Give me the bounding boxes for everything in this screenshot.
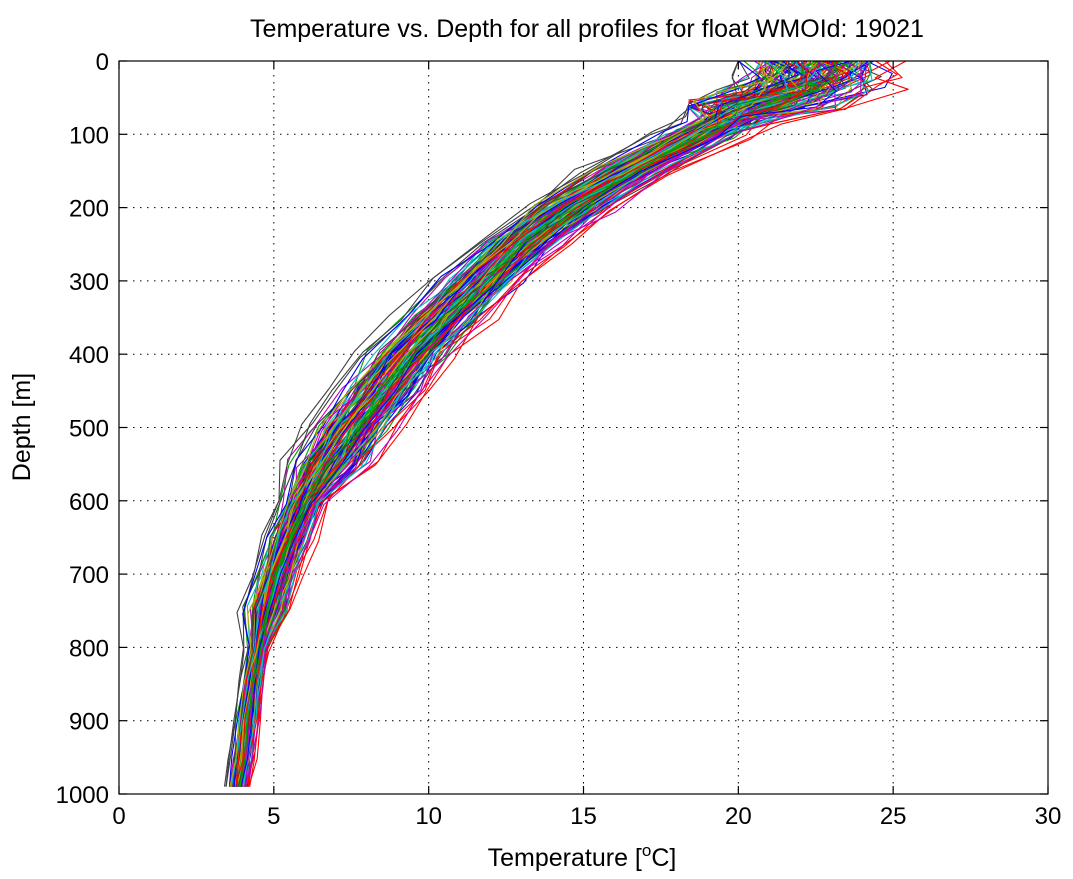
profile-line [229,60,772,787]
profile-line [241,60,851,787]
x-tick-label: 20 [725,803,752,830]
profile-line [225,60,750,787]
y-tick-label: 600 [69,489,109,516]
profile-line [234,60,797,787]
y-tick-label: 900 [69,709,109,736]
profile-line [243,60,870,787]
profile-line [244,60,864,787]
x-tick-label: 0 [112,803,125,830]
profile-line [234,60,800,787]
profile-line [232,60,775,787]
profile-line [236,60,807,787]
y-tick-label: 200 [69,196,109,223]
chart-title: Temperature vs. Depth for all profiles f… [250,15,924,43]
profile-line [231,60,812,787]
profile-line [240,60,851,787]
profile-line [223,60,739,787]
profile-line [235,60,833,787]
profile-line [233,60,799,787]
profile-line [238,60,832,787]
profile-line [248,60,909,787]
profile-line [244,60,862,787]
y-tick-label: 300 [69,269,109,296]
y-tick-label: 800 [69,635,109,662]
x-tick-label: 10 [415,803,442,830]
profile-line [238,60,828,787]
profile-line [233,60,767,787]
profile-line [240,60,840,787]
profile-line [234,60,775,787]
profile-series [223,60,909,787]
x-tick-labels: 0 5 10 15 20 25 30 [112,803,1061,830]
profile-line [236,60,824,787]
profile-line [233,60,767,787]
x-tick-label: 5 [267,803,280,830]
profile-line [231,60,777,787]
y-axis-label: Depth [m] [8,373,36,481]
profile-line [230,60,789,787]
profile-line [229,60,770,787]
profile-line [241,60,838,787]
profile-line [234,60,800,787]
profile-line [235,60,809,787]
y-tick-label: 100 [69,122,109,149]
profile-line [236,60,826,787]
profile-line [232,60,806,787]
profile-line [235,60,783,787]
profile-line [238,60,820,787]
x-axis-label: Temperature [oC] [488,841,677,872]
profile-line [229,60,774,787]
profile-line [233,60,818,787]
y-tick-label: 500 [69,416,109,443]
axis-ticks [118,60,1049,795]
profile-line [230,60,792,787]
profile-line [234,60,827,787]
y-tick-label: 400 [69,342,109,369]
profile-line [238,60,815,787]
profile-line [228,60,761,787]
x-tick-label: 25 [880,803,907,830]
y-tick-label: 0 [96,49,109,76]
profile-line [235,60,808,787]
profile-line [229,60,788,787]
profile-line [230,60,779,787]
profile-line [249,60,898,787]
y-tick-labels: 0 100 200 300 400 500 600 700 800 900 1000 [56,49,109,809]
profile-line [233,60,780,787]
y-tick-label: 1000 [56,782,109,809]
x-tick-label: 30 [1035,803,1062,830]
profile-line [239,60,840,787]
profile-line [225,60,745,787]
x-tick-label: 15 [570,803,597,830]
profile-line [239,60,823,787]
y-tick-label: 700 [69,562,109,589]
profile-line [229,60,790,787]
profile-line [231,60,788,787]
